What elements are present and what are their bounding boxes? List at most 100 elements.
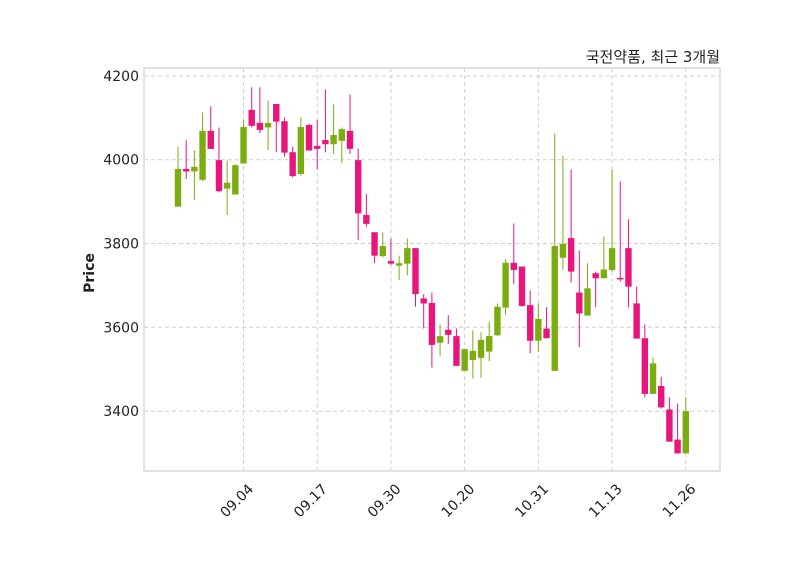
candle-body (658, 385, 665, 408)
candle-down (273, 104, 280, 153)
candle-up (191, 150, 198, 200)
candle-body (322, 140, 329, 145)
candle-body (477, 339, 485, 358)
candle-body (363, 215, 370, 224)
candle-up (174, 146, 182, 207)
candle-down (666, 397, 673, 442)
candle-down (256, 87, 264, 134)
candle-down (445, 315, 452, 345)
x-tick-label: 09.04 (217, 481, 257, 521)
candle-down (592, 271, 599, 308)
candle-body (305, 124, 313, 151)
candle-up (559, 155, 567, 270)
candle-body (289, 152, 296, 177)
candle-body (502, 262, 509, 308)
candle-body (625, 248, 632, 287)
candle-up (486, 321, 493, 362)
candle-down (305, 123, 313, 151)
candle-body (666, 409, 673, 442)
x-axis-ticks: 09.04 09.17 09.30 10.20 10.31 11.13 11.26 (217, 481, 699, 521)
y-tick-label: 3600 (103, 320, 139, 336)
candle-up (297, 117, 305, 176)
candle-up (608, 169, 616, 272)
candle-down (314, 119, 321, 170)
candles (174, 87, 689, 454)
candle-up (535, 303, 542, 352)
candle-down (354, 148, 362, 241)
candle-body (182, 168, 190, 172)
candle-body (207, 130, 214, 149)
candle-down (215, 127, 223, 193)
candle-down (412, 248, 419, 307)
candle-body (264, 122, 272, 128)
candle-body (486, 336, 493, 352)
candle-up (232, 163, 239, 195)
candle-body (567, 238, 575, 272)
x-tick-label: 10.31 (512, 481, 552, 521)
candle-down (420, 294, 427, 329)
candle-body (551, 246, 558, 371)
candle-body (584, 288, 591, 316)
candle-down (633, 286, 640, 339)
x-tick-label: 09.30 (365, 481, 405, 521)
candle-body (314, 145, 321, 149)
candle-down (518, 266, 526, 307)
candle-down (617, 181, 624, 282)
candle-up (436, 324, 444, 356)
candle-up (682, 397, 689, 454)
candle-body (453, 336, 460, 366)
candle-body (510, 262, 517, 270)
candle-up (469, 330, 477, 379)
candle-body (199, 130, 206, 180)
candle-body (641, 338, 649, 394)
x-tick-label: 10.20 (439, 481, 479, 521)
candle-body (412, 248, 419, 295)
candle-body (592, 273, 599, 279)
candle-body (297, 127, 305, 174)
candle-body (240, 127, 247, 164)
candle-up (584, 263, 591, 316)
candle-up (551, 133, 558, 371)
candle-body (379, 246, 386, 257)
candle-up (649, 357, 657, 394)
candle-down (428, 292, 436, 368)
candle-body (420, 298, 427, 304)
candle-down (576, 250, 583, 347)
candle-up (240, 119, 247, 164)
candle-body (576, 292, 583, 314)
candle-body (494, 306, 501, 336)
candle-down (363, 194, 370, 227)
chart-title: 국전약품, 최근 3개월 (586, 48, 720, 66)
candle-body (338, 129, 345, 141)
candle-up (199, 112, 206, 182)
candle-down (641, 324, 649, 398)
candle-down (387, 238, 395, 265)
candle-body (215, 160, 223, 192)
candle-up (338, 127, 345, 164)
candle-up (264, 100, 272, 151)
candle-up (395, 255, 403, 280)
candle-down (371, 232, 378, 264)
candle-up (330, 104, 337, 154)
candle-down (543, 307, 550, 339)
candle-body (232, 165, 239, 195)
candle-body (617, 277, 624, 280)
candle-body (346, 130, 354, 149)
candle-body (518, 266, 526, 306)
candle-down (207, 106, 214, 149)
candle-body (682, 411, 689, 454)
x-tick-label: 11.26 (660, 481, 700, 521)
grid (144, 68, 720, 471)
candle-down (248, 87, 255, 128)
candle-body (461, 349, 468, 371)
candle-body (526, 305, 534, 341)
candle-body (649, 363, 657, 394)
candle-down (346, 94, 354, 154)
y-tick-label: 3800 (103, 237, 139, 253)
y-tick-label: 4200 (103, 69, 139, 85)
candle-down (182, 140, 190, 180)
candle-up (404, 238, 411, 276)
candle-up (477, 332, 485, 378)
candle-up (379, 232, 386, 258)
